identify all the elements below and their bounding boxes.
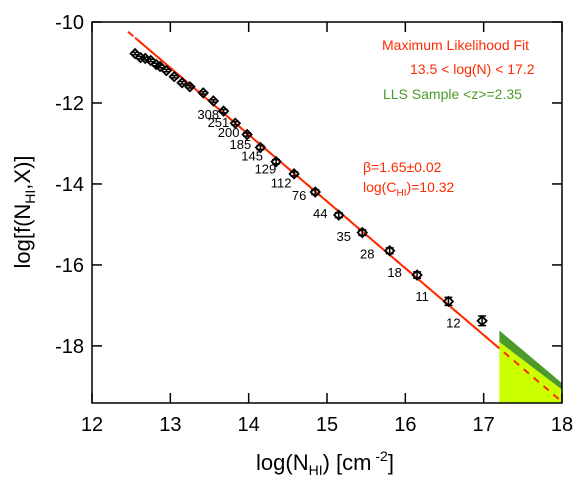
x-tick-label: 13 [159, 414, 181, 436]
ylabel-sub: HI [22, 190, 38, 204]
data-point [139, 52, 152, 65]
count-label: 76 [292, 188, 306, 203]
y-tick-label: -14 [55, 174, 84, 196]
x-tick-label: 16 [394, 414, 416, 436]
data-point [383, 244, 396, 257]
count-label: 185 [229, 137, 251, 152]
lls-label: LLS Sample <z>=2.35 [383, 86, 522, 102]
data-point [160, 64, 173, 77]
count-label: 44 [313, 206, 327, 221]
x-tick-label: 14 [238, 414, 260, 436]
count-label: 112 [271, 176, 292, 191]
y-tick-label: -10 [55, 12, 84, 34]
fit-title: Maximum Likelihood Fit [382, 37, 529, 53]
data-point [254, 141, 267, 154]
data-point [411, 269, 423, 281]
data-point [217, 105, 230, 117]
data-point [207, 95, 220, 107]
data-point [168, 70, 181, 83]
y-axis-label: log[f(NHI,X)] [10, 155, 38, 268]
ylabel-part: log[f(N [10, 204, 35, 269]
logc-part: log(C [363, 179, 396, 195]
xlabel-part: ] [388, 450, 394, 475]
data-point [309, 186, 322, 198]
count-label: 308 [197, 107, 219, 122]
lls-band [499, 330, 562, 390]
xlabel-part: log(N [256, 450, 309, 475]
data-point [288, 168, 300, 180]
count-label: 35 [337, 229, 351, 244]
x-tick-label: 17 [473, 414, 495, 436]
count-label: 200 [218, 125, 240, 140]
data-point [197, 87, 210, 99]
data-point [154, 60, 166, 73]
y-tick-label: -18 [55, 336, 84, 358]
x-tick-label: 18 [551, 414, 573, 436]
x-axis-label: log(NHI) [cm -2] [256, 448, 394, 478]
count-label: 145 [241, 149, 263, 164]
y-tick-label: -12 [55, 93, 84, 115]
data-point [144, 54, 157, 67]
logc-sub: HI [396, 188, 406, 199]
count-label: 251 [208, 115, 230, 130]
lls-region [499, 341, 562, 403]
xlabel-sub: HI [309, 462, 323, 478]
count-label: 28 [360, 247, 374, 262]
count-label: 11 [415, 289, 429, 304]
xlabel-part: ) [cm [323, 450, 372, 475]
ylabel-part: ,X)] [10, 155, 35, 189]
data-point [229, 117, 242, 129]
y-tick-label: -16 [55, 255, 84, 277]
x-tick-label: 12 [81, 414, 103, 436]
data-point [356, 226, 369, 239]
data-point [241, 128, 253, 141]
fit-range: 13.5 < log(N) < 17.2 [410, 61, 535, 77]
count-label: 12 [446, 315, 460, 330]
count-label: 129 [255, 162, 277, 177]
count-label: 18 [387, 265, 401, 280]
data-point [184, 81, 196, 93]
data-point [129, 47, 141, 60]
data-point [176, 76, 188, 89]
data-point [442, 295, 455, 308]
data-point [332, 209, 345, 221]
xlabel-sup: -2 [372, 448, 389, 464]
logc-part: )=10.32 [406, 179, 454, 195]
data-point [476, 315, 488, 327]
logc-label: log(CHI)=10.32 [363, 179, 455, 199]
beta-label: β=1.65±0.02 [363, 159, 442, 175]
x-tick-label: 15 [316, 414, 338, 436]
data-point [270, 155, 282, 168]
fit-line [134, 37, 500, 350]
